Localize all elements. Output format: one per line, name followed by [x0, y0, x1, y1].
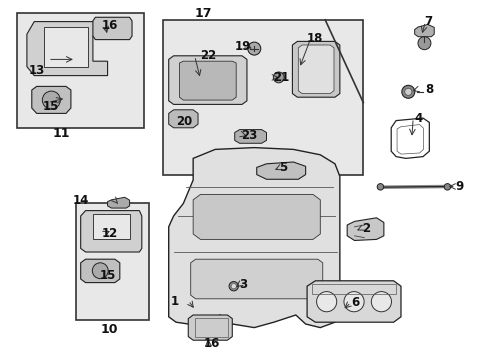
Circle shape: [316, 292, 336, 312]
Text: 14: 14: [72, 194, 89, 207]
Text: 6: 6: [350, 296, 358, 309]
Polygon shape: [168, 56, 246, 104]
Polygon shape: [193, 194, 320, 239]
Circle shape: [228, 282, 238, 291]
Text: 4: 4: [413, 112, 421, 125]
Polygon shape: [234, 130, 266, 143]
Polygon shape: [188, 315, 232, 340]
Circle shape: [92, 263, 108, 279]
Text: 19: 19: [234, 40, 250, 53]
Polygon shape: [27, 22, 107, 76]
Text: 2: 2: [361, 222, 369, 235]
Text: 22: 22: [199, 49, 216, 62]
Text: 8: 8: [425, 83, 432, 96]
Text: 9: 9: [455, 180, 463, 193]
Text: 18: 18: [305, 32, 322, 45]
Polygon shape: [168, 148, 339, 328]
Polygon shape: [81, 259, 120, 283]
Polygon shape: [107, 197, 129, 208]
Bar: [311, 284, 395, 294]
Polygon shape: [168, 110, 198, 128]
Bar: [44, 27, 88, 67]
Circle shape: [343, 292, 364, 312]
Text: 13: 13: [28, 64, 45, 77]
Polygon shape: [179, 61, 236, 100]
Circle shape: [401, 85, 414, 98]
Bar: [194, 318, 227, 337]
Polygon shape: [93, 17, 132, 40]
Polygon shape: [190, 259, 322, 299]
Polygon shape: [256, 162, 305, 179]
Polygon shape: [414, 24, 433, 37]
Bar: [17, 13, 144, 128]
Text: 23: 23: [241, 129, 257, 141]
Text: 5: 5: [279, 161, 287, 174]
Circle shape: [417, 37, 430, 50]
Bar: [76, 203, 149, 320]
Bar: [93, 214, 129, 239]
Text: 20: 20: [175, 115, 192, 128]
Circle shape: [404, 88, 411, 95]
Text: 11: 11: [52, 127, 70, 140]
Polygon shape: [32, 86, 71, 113]
Text: 1: 1: [171, 295, 179, 308]
Text: 12: 12: [102, 227, 118, 240]
Circle shape: [370, 292, 391, 312]
Circle shape: [247, 42, 260, 55]
Circle shape: [42, 91, 60, 109]
Text: 21: 21: [272, 71, 289, 84]
Circle shape: [376, 184, 383, 190]
Text: 15: 15: [43, 100, 60, 113]
Text: 7: 7: [423, 15, 431, 28]
Text: 17: 17: [194, 7, 211, 20]
Polygon shape: [292, 41, 339, 97]
Text: 16: 16: [203, 337, 220, 350]
Polygon shape: [81, 211, 142, 252]
Text: 16: 16: [102, 19, 118, 32]
Circle shape: [273, 72, 284, 83]
Polygon shape: [306, 281, 400, 322]
Circle shape: [231, 284, 236, 289]
Circle shape: [443, 184, 450, 190]
Bar: [163, 20, 363, 175]
Polygon shape: [346, 218, 383, 240]
Polygon shape: [298, 45, 333, 94]
Text: 10: 10: [100, 323, 118, 336]
Text: 3: 3: [239, 278, 246, 291]
Text: 15: 15: [99, 269, 116, 282]
